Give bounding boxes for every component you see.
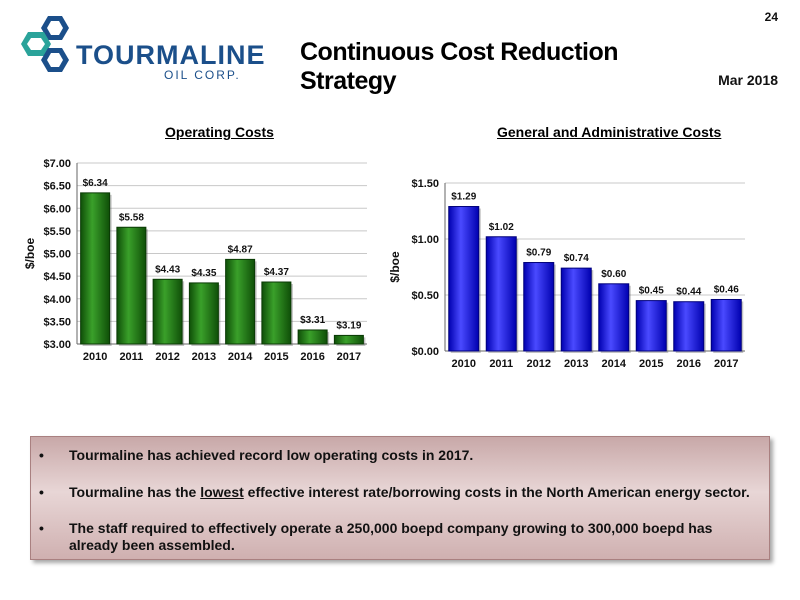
y-tick-label: $4.50	[43, 271, 71, 283]
x-tick-label: 2014	[228, 351, 253, 363]
data-label: $0.46	[714, 284, 739, 295]
bar-2014	[225, 258, 256, 345]
logo-subtext: OIL CORP.	[164, 68, 241, 82]
x-tick-label: 2017	[337, 351, 361, 363]
x-tick-label: 2016	[677, 358, 701, 370]
bar-2013	[560, 267, 592, 352]
data-label: $5.58	[119, 212, 144, 223]
bar-2012	[523, 262, 555, 352]
y-tick-label: $5.00	[43, 249, 71, 261]
ga-costs-title: General and Administrative Costs	[497, 124, 722, 140]
bullet-icon: •	[39, 484, 44, 500]
bullet-text: Tourmaline has the lowest effective inte…	[69, 484, 750, 500]
x-tick-label: 2012	[155, 351, 179, 363]
bar-2015	[635, 300, 667, 352]
bullet-text: The staff required to effectively operat…	[69, 520, 713, 553]
bar-2016	[297, 329, 328, 345]
y-tick-label: $5.50	[43, 226, 71, 238]
data-label: $0.45	[639, 286, 664, 297]
data-label: $1.02	[489, 222, 514, 233]
bar-2013	[188, 282, 219, 345]
y-tick-label: $6.00	[43, 203, 71, 215]
hexagon-logo-icon	[21, 16, 69, 72]
y-tick-label: $3.00	[43, 339, 71, 351]
x-tick-label: 2017	[714, 358, 738, 370]
y-tick-label: $1.50	[411, 178, 439, 190]
y-tick-label: $0.50	[411, 290, 439, 302]
x-tick-label: 2016	[300, 351, 324, 363]
page-number: 24	[764, 10, 778, 24]
bar-2012	[152, 278, 183, 345]
x-tick-label: 2015	[639, 358, 663, 370]
bullet-icon: •	[39, 447, 44, 463]
x-tick-label: 2012	[527, 358, 551, 370]
operating-costs-chart: $3.00 $3.50 $4.00 $4.50 $5.00 $5.50 $6.00 $6.50…	[23, 158, 367, 363]
data-label: $6.34	[83, 178, 108, 189]
x-tick-label: 2014	[602, 358, 627, 370]
data-label: $4.37	[264, 267, 289, 278]
x-tick-label: 2011	[119, 351, 143, 363]
bullet-text: Tourmaline has achieved record low opera…	[69, 447, 474, 463]
company-logo: TOURMALINE OIL CORP.	[18, 14, 265, 84]
x-tick-label: 2010	[452, 358, 476, 370]
data-label: $4.35	[191, 268, 216, 279]
bar-2011	[116, 226, 147, 345]
bar-2014	[598, 283, 630, 352]
page-date: Mar 2018	[718, 72, 778, 88]
bar-2017	[710, 298, 742, 352]
data-label: $0.44	[676, 287, 701, 298]
bullet-icon: •	[39, 520, 44, 536]
data-label: $3.31	[300, 315, 325, 326]
y-axis-title: $/boe	[23, 238, 37, 270]
y-axis-title: $/boe	[388, 251, 402, 283]
x-tick-label: 2010	[83, 351, 107, 363]
x-tick-label: 2013	[192, 351, 216, 363]
ga-costs-chart: $0.00 $0.50 $1.00 $1.50 $1.29 2010 $1.02 2011 $0…	[388, 178, 745, 370]
bar-2015	[261, 281, 292, 345]
data-label: $0.74	[564, 253, 589, 264]
bar-2017	[333, 334, 364, 345]
data-label: $0.79	[526, 248, 551, 259]
logo-wordmark: TOURMALINE	[76, 40, 266, 70]
y-tick-label: $4.00	[43, 294, 71, 306]
key-points-panel: • Tourmaline has achieved record low ope…	[30, 436, 770, 560]
bar-2010	[80, 192, 111, 345]
operating-costs-title: Operating Costs	[165, 124, 274, 140]
bar-2011	[485, 236, 517, 352]
y-tick-label: $7.00	[43, 158, 71, 170]
x-tick-label: 2011	[489, 358, 513, 370]
y-tick-label: $0.00	[411, 346, 439, 358]
data-label: $4.43	[155, 264, 180, 275]
data-label: $4.87	[228, 244, 253, 255]
data-label: $1.29	[451, 192, 476, 203]
bar-2010	[448, 206, 480, 352]
x-tick-label: 2015	[264, 351, 288, 363]
y-tick-label: $1.00	[411, 234, 439, 246]
page-title: Continuous Cost Reduction Strategy	[300, 38, 619, 95]
emphasis-lowest: lowest	[200, 484, 244, 500]
y-tick-label: $3.50	[43, 316, 71, 328]
x-tick-label: 2013	[564, 358, 588, 370]
data-label: $0.60	[601, 269, 626, 280]
y-tick-label: $6.50	[43, 181, 71, 193]
data-label: $3.19	[336, 320, 361, 331]
bar-2016	[673, 301, 705, 352]
